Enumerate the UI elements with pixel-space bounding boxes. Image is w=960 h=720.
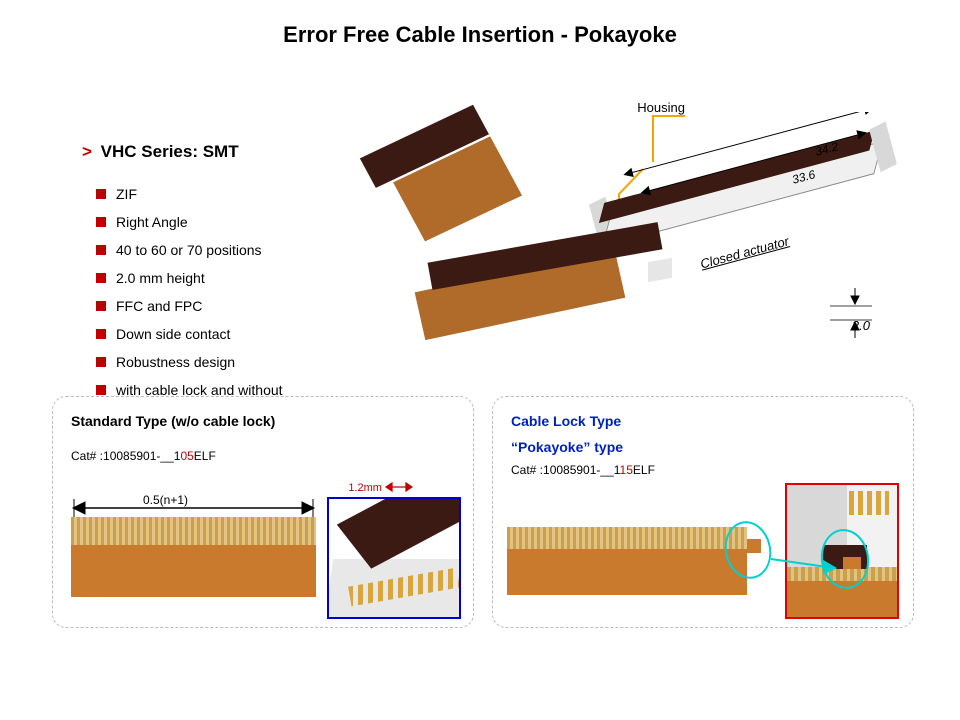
- inset-detail: [327, 497, 461, 619]
- bullet-icon: [96, 357, 106, 367]
- bullet-icon: [96, 301, 106, 311]
- main-diagram: Housing 34.2 33.6: [350, 100, 910, 380]
- fpc-cable-bottom: [420, 230, 660, 320]
- cable-body: [71, 545, 316, 597]
- cat-prefix: Cat# :10085901-__1: [71, 449, 180, 463]
- feature-text: Down side contact: [116, 320, 230, 348]
- cable-contacts: [507, 527, 747, 549]
- list-item: 40 to 60 or 70 positions: [96, 236, 283, 264]
- list-item: 2.0 mm height: [96, 264, 283, 292]
- fpc-cable-top: [352, 118, 538, 233]
- bullet-icon: [96, 217, 106, 227]
- catalog-number: Cat# :10085901-__115ELF: [511, 463, 655, 477]
- pitch-formula: 0.5(n+1): [143, 493, 188, 507]
- feature-text: Robustness design: [116, 348, 235, 376]
- cable-lock-panel: Cable Lock Type “Pokayoke” type Cat# :10…: [492, 396, 914, 628]
- cable-body: [507, 549, 747, 595]
- series-name: VHC Series: SMT: [101, 142, 239, 161]
- bullet-icon: [96, 273, 106, 283]
- cat-suffix: ELF: [633, 463, 655, 477]
- inset-dimension-value: 1.2mm: [348, 482, 382, 494]
- feature-list: ZIF Right Angle 40 to 60 or 70 positions…: [96, 180, 283, 404]
- cat-suffix: ELF: [194, 449, 216, 463]
- bullet-icon: [96, 329, 106, 339]
- standard-type-panel: Standard Type (w/o cable lock) Cat# :100…: [52, 396, 474, 628]
- panel-title: Cable Lock Type: [511, 413, 621, 429]
- inset-pins: [849, 491, 889, 515]
- cable-tip: [648, 258, 672, 282]
- list-item: Robustness design: [96, 348, 283, 376]
- bullet-icon: [96, 189, 106, 199]
- series-heading: > VHC Series: SMT: [82, 142, 239, 162]
- page-title: Error Free Cable Insertion - Pokayoke: [0, 22, 960, 48]
- list-item: Right Angle: [96, 208, 283, 236]
- list-item: Down side contact: [96, 320, 283, 348]
- flat-cable-notched: [507, 527, 747, 595]
- pitch-dimension-icon: [71, 497, 316, 519]
- closed-actuator-label: Closed actuator: [699, 233, 791, 271]
- inset-actuator: [337, 497, 461, 569]
- dimension-height: 2.0: [852, 318, 870, 333]
- inset-dimension: 1.2mm: [348, 481, 413, 494]
- dimension-lines-icon: [600, 112, 900, 232]
- cable-contacts: [71, 517, 316, 545]
- list-item: FFC and FPC: [96, 292, 283, 320]
- bullet-icon: [96, 385, 106, 395]
- slide: Error Free Cable Insertion - Pokayoke > …: [0, 0, 960, 720]
- series-prefix: >: [82, 142, 92, 161]
- cat-variant: 15: [620, 463, 633, 477]
- panel-subtitle: “Pokayoke” type: [511, 439, 623, 455]
- feature-text: ZIF: [116, 180, 137, 208]
- panel-title: Standard Type (w/o cable lock): [71, 413, 275, 429]
- cat-prefix: Cat# :10085901-__1: [511, 463, 620, 477]
- feature-text: Right Angle: [116, 208, 188, 236]
- catalog-number: Cat# :10085901-__105ELF: [71, 449, 216, 463]
- cat-variant: 05: [180, 449, 193, 463]
- feature-text: 2.0 mm height: [116, 264, 205, 292]
- bullet-icon: [96, 245, 106, 255]
- callout-arrow-icon: [769, 553, 839, 575]
- double-arrow-icon: [385, 481, 413, 493]
- feature-text: 40 to 60 or 70 positions: [116, 236, 262, 264]
- height-dimension-icon: [810, 280, 880, 350]
- feature-text: FFC and FPC: [116, 292, 202, 320]
- flat-cable: [71, 517, 316, 597]
- list-item: ZIF: [96, 180, 283, 208]
